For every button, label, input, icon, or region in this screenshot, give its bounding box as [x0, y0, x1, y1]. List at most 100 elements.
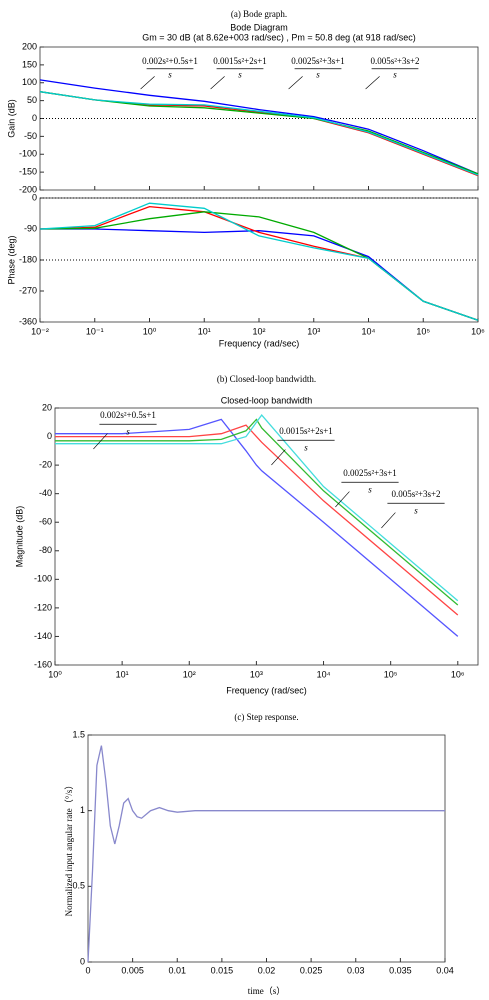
annotation: Gm = 30 dB (at 8.62e+003 rad/sec) , Pm =… — [142, 32, 415, 42]
y-tick-label: -90 — [24, 223, 37, 233]
y-tick-label: -180 — [19, 254, 37, 264]
y-tick-label: -160 — [34, 659, 52, 669]
x-tick-label: 10⁴ — [317, 669, 331, 679]
y-tick-label: 0.5 — [72, 881, 85, 891]
x-tick-label: 0.005 — [121, 965, 144, 975]
y-tick-label: -80 — [39, 545, 52, 555]
y-tick-label: -100 — [19, 149, 37, 159]
x-tick-label: 10⁴ — [362, 326, 376, 336]
y-tick-label: -120 — [34, 602, 52, 612]
y-tick-label: -40 — [39, 488, 52, 498]
pointer-arrow — [210, 76, 225, 90]
x-axis-label: time（s） — [248, 986, 286, 996]
y-tick-label: -50 — [24, 131, 37, 141]
x-tick-label: 10⁶ — [471, 326, 485, 336]
y-tick-label: 0 — [47, 431, 52, 441]
y-tick-label: -20 — [39, 459, 52, 469]
y-tick-label: -270 — [19, 285, 37, 295]
y-axis-label: Normalized input angular rate（°/s） — [64, 781, 74, 917]
x-tick-label: 10¹ — [116, 669, 129, 679]
x-axis-label: Frequency (rad/sec) — [226, 685, 307, 695]
series-line — [55, 424, 459, 616]
x-tick-label: 10⁰ — [143, 326, 157, 336]
chart-title: (c) Step response. — [234, 712, 298, 722]
x-tick-label: 0.04 — [436, 965, 454, 975]
y-tick-label: 1 — [80, 805, 85, 815]
pointer-arrow — [288, 76, 303, 90]
x-tick-label: 0.02 — [258, 965, 276, 975]
x-tick-label: 10⁶ — [451, 669, 465, 679]
transfer-numerator: 0.005s²+3s+2 — [391, 489, 440, 499]
x-tick-label: 0.035 — [389, 965, 412, 975]
y-tick-label: -200 — [19, 184, 37, 194]
pointer-arrow — [365, 76, 380, 90]
series-line — [39, 79, 479, 175]
pointer-arrow — [140, 76, 155, 90]
transfer-numerator: 0.0025s²+3s+1 — [343, 468, 397, 478]
pointer-arrow — [381, 512, 396, 529]
y-tick-label: -60 — [39, 517, 52, 527]
chart-subtitle: Bode Diagram — [230, 22, 288, 32]
chart-title: (b) Closed-loop bandwidth. — [217, 374, 316, 384]
pointer-arrow — [93, 433, 108, 450]
y-tick-label: -140 — [34, 631, 52, 641]
x-tick-label: 10⁵ — [416, 326, 430, 336]
x-tick-label: 10² — [252, 326, 265, 336]
x-tick-label: 0.025 — [300, 965, 323, 975]
y-tick-label: 50 — [27, 95, 37, 105]
y-tick-label: 150 — [22, 59, 37, 69]
series-line — [55, 418, 459, 637]
transfer-numerator: 0.0015s²+2s+1 — [279, 426, 333, 436]
y-axis-label: Phase (deg) — [6, 235, 16, 284]
transfer-numerator: 0.0015s²+2s+1 — [213, 56, 267, 66]
transfer-denominator: s — [368, 485, 372, 495]
y-tick-label: -100 — [34, 574, 52, 584]
transfer-numerator: 0.002s²+0.5s+1 — [142, 56, 198, 66]
y-axis-label: Gain (dB) — [6, 99, 16, 138]
y-tick-label: 0 — [32, 192, 37, 202]
transfer-denominator: s — [393, 70, 397, 80]
x-tick-label: 10¹ — [198, 326, 211, 336]
x-tick-label: 0 — [85, 965, 90, 975]
x-tick-label: 10⁻² — [31, 326, 49, 336]
x-tick-label: 10⁵ — [384, 669, 398, 679]
transfer-denominator: s — [414, 506, 418, 516]
series-line — [39, 91, 479, 176]
y-tick-label: 100 — [22, 77, 37, 87]
y-tick-label: 200 — [22, 41, 37, 51]
x-axis-label: Frequency (rad/sec) — [219, 338, 300, 348]
x-tick-label: 10⁰ — [48, 669, 62, 679]
pointer-arrow — [335, 491, 350, 508]
x-tick-label: 0.01 — [168, 965, 186, 975]
y-tick-label: -150 — [19, 167, 37, 177]
plot-area — [87, 734, 446, 963]
x-tick-label: 0.03 — [347, 965, 365, 975]
transfer-denominator: s — [126, 427, 130, 437]
y-axis-label: Magnitude (dB) — [14, 506, 24, 568]
transfer-denominator: s — [316, 70, 320, 80]
x-tick-label: 10⁻¹ — [86, 326, 104, 336]
x-tick-label: 0.015 — [211, 965, 234, 975]
transfer-numerator: 0.002s²+0.5s+1 — [100, 410, 156, 420]
series-line — [55, 418, 459, 606]
transfer-denominator: s — [238, 70, 242, 80]
y-tick-label: 0 — [32, 113, 37, 123]
y-tick-label: 0 — [80, 956, 85, 966]
y-tick-label: -360 — [19, 316, 37, 326]
chart-title: (a) Bode graph. — [231, 9, 287, 19]
transfer-numerator: 0.0025s²+3s+1 — [291, 56, 345, 66]
transfer-denominator: s — [304, 443, 308, 453]
y-tick-label: 1.5 — [72, 729, 85, 739]
transfer-denominator: s — [168, 70, 172, 80]
transfer-numerator: 0.005s²+3s+2 — [370, 56, 419, 66]
y-tick-label: 20 — [42, 402, 52, 412]
pointer-arrow — [271, 449, 286, 466]
x-tick-label: 10² — [183, 669, 196, 679]
series-line — [87, 745, 445, 963]
x-tick-label: 10³ — [307, 326, 320, 336]
plot-area — [54, 407, 479, 666]
series-line — [39, 202, 479, 321]
x-tick-label: 10³ — [250, 669, 263, 679]
series-line — [55, 414, 459, 602]
